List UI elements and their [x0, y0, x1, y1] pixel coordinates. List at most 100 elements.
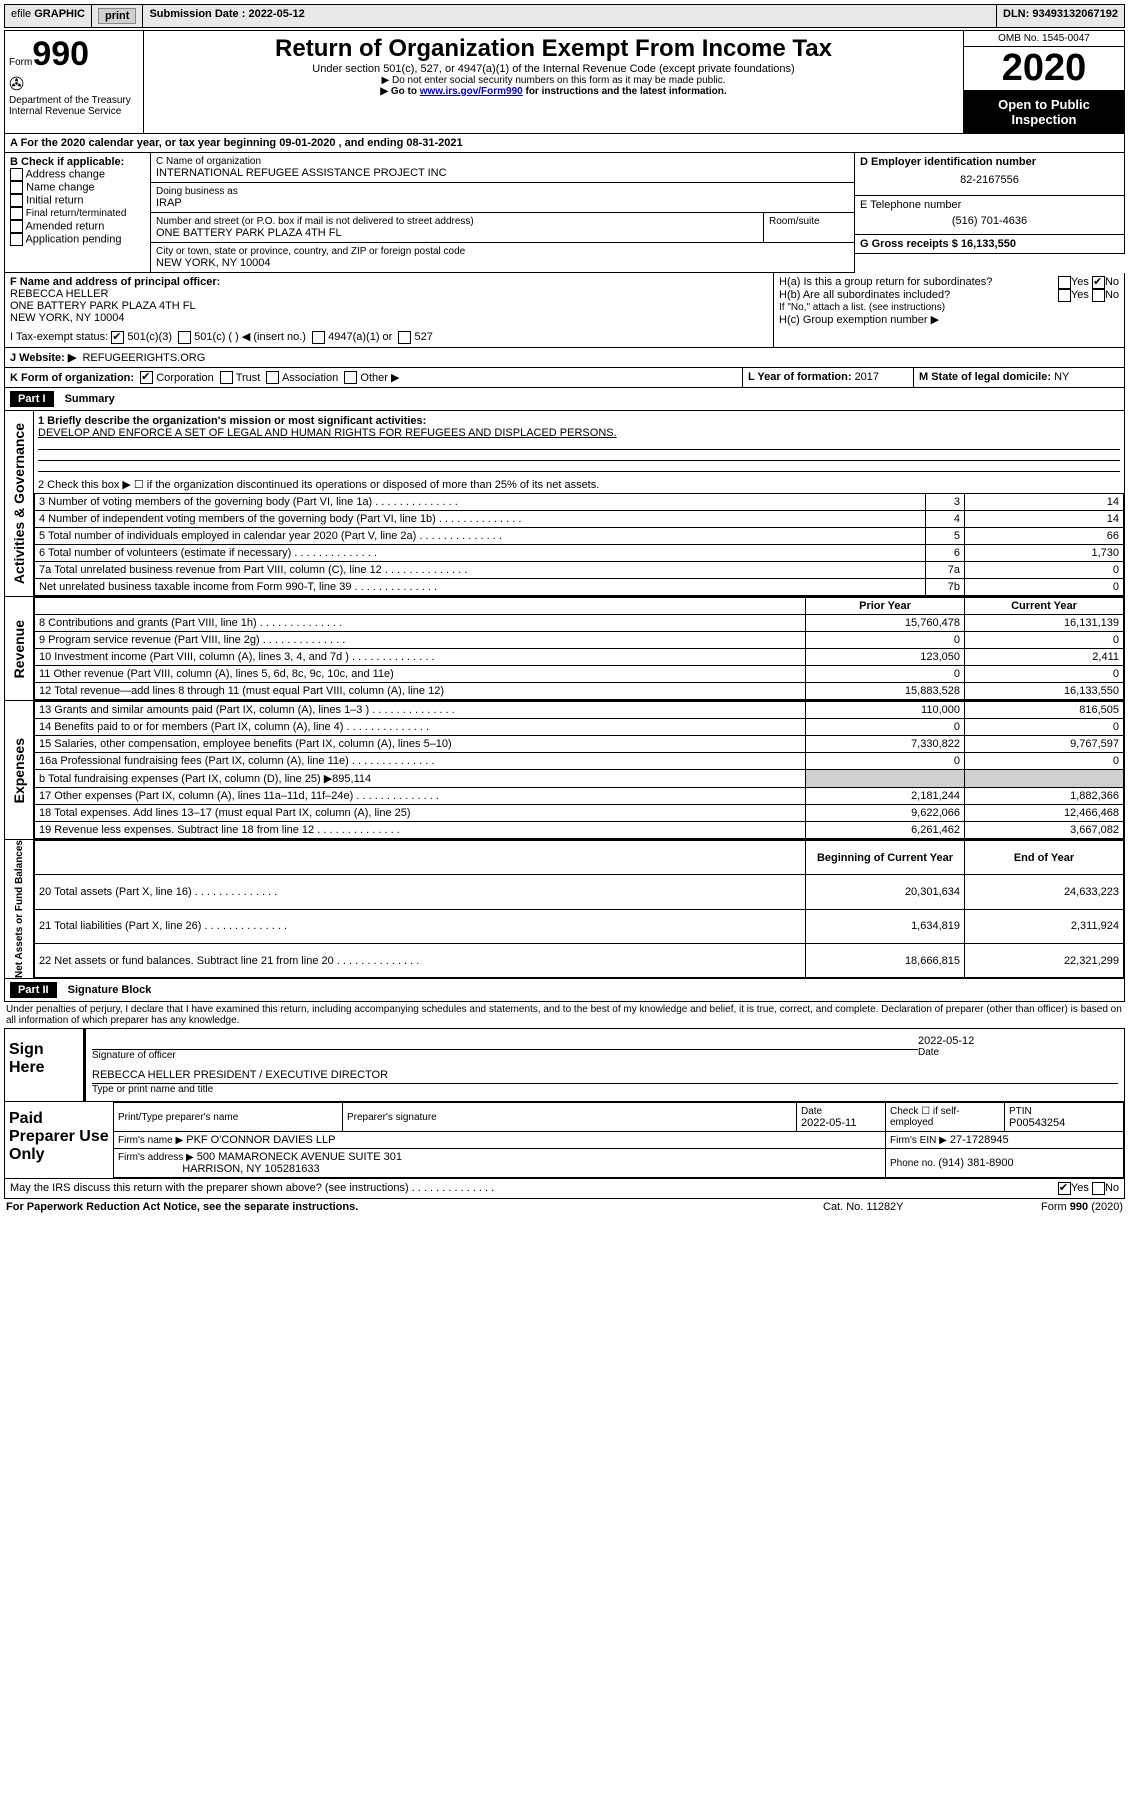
- table-row: 9 Program service revenue (Part VIII, li…: [35, 632, 1124, 649]
- header-mid: Return of Organization Exempt From Incom…: [144, 31, 964, 133]
- irs-eagle-icon: ✇: [9, 74, 139, 95]
- revenue-block: Revenue Prior YearCurrent Year 8 Contrib…: [4, 597, 1125, 701]
- table-row: 20 Total assets (Part X, line 16)20,301,…: [35, 875, 1124, 909]
- open-inspection: Open to Public Inspection: [964, 91, 1124, 133]
- table-row: 22 Net assets or fund balances. Subtract…: [35, 943, 1124, 977]
- cb-final-return[interactable]: [10, 207, 23, 220]
- discuss-row: May the IRS discuss this return with the…: [4, 1179, 1125, 1199]
- table-row: 21 Total liabilities (Part X, line 26)1,…: [35, 909, 1124, 943]
- cb-discuss-yes[interactable]: [1058, 1182, 1071, 1195]
- part1-header: Part I Summary: [4, 388, 1125, 411]
- city-label: City or town, state or province, country…: [156, 246, 849, 257]
- room-label: Room/suite: [769, 216, 849, 227]
- phone-label: E Telephone number: [860, 199, 1119, 211]
- sig-officer-label: Signature of officer: [92, 1050, 918, 1061]
- summary-block: Activities & Governance 1 Briefly descri…: [4, 411, 1125, 597]
- top-bar: efile GRAPHIC print Submission Date : 20…: [4, 4, 1125, 28]
- cb-initial-return[interactable]: [10, 194, 23, 207]
- netassets-block: Net Assets or Fund Balances Beginning of…: [4, 840, 1125, 979]
- form-note2: ▶ Go to www.irs.gov/Form990 for instruct…: [148, 86, 959, 97]
- form-note1: ▶ Do not enter social security numbers o…: [148, 75, 959, 86]
- cb-other[interactable]: [344, 371, 357, 384]
- table-row: 4 Number of independent voting members o…: [35, 511, 1124, 528]
- cb-corp[interactable]: [140, 371, 153, 384]
- form-header: Form990 ✇ Department of the Treasury Int…: [4, 30, 1125, 134]
- cb-app-pending[interactable]: [10, 233, 23, 246]
- cb-address-change[interactable]: [10, 168, 23, 181]
- irs-link[interactable]: www.irs.gov/Form990: [420, 86, 523, 97]
- table-row: b Total fundraising expenses (Part IX, c…: [35, 770, 1124, 788]
- phone-value: (516) 701-4636: [860, 211, 1119, 231]
- block-h: H(a) Is this a group return for subordin…: [774, 273, 1125, 348]
- dln: DLN: 93493132067192: [997, 5, 1124, 27]
- table-row: 5 Total number of individuals employed i…: [35, 528, 1124, 545]
- print-button[interactable]: print: [98, 8, 136, 24]
- form-number: 990: [32, 35, 89, 73]
- table-row: 10 Investment income (Part VIII, column …: [35, 649, 1124, 666]
- street-value: ONE BATTERY PARK PLAZA 4TH FL: [156, 227, 758, 239]
- cb-ha-no[interactable]: [1092, 276, 1105, 289]
- table-row: 19 Revenue less expenses. Subtract line …: [35, 822, 1124, 839]
- block-b-label: B Check if applicable:: [10, 156, 124, 168]
- table-row: 3 Number of voting members of the govern…: [35, 494, 1124, 511]
- officer-addr2: NEW YORK, NY 10004: [10, 312, 125, 324]
- form-prefix: Form: [9, 57, 32, 68]
- table-row: 13 Grants and similar amounts paid (Part…: [35, 702, 1124, 719]
- cb-amended[interactable]: [10, 220, 23, 233]
- cb-hb-no[interactable]: [1092, 289, 1105, 302]
- cb-discuss-no[interactable]: [1092, 1182, 1105, 1195]
- ha-label: H(a) Is this a group return for subordin…: [779, 276, 1058, 289]
- form-footer: Form 990 (2020): [983, 1201, 1123, 1213]
- cb-501c3[interactable]: [111, 331, 124, 344]
- ein-value: 82-2167556: [860, 168, 1119, 192]
- blank: [35, 598, 806, 615]
- block-l: L Year of formation: 2017: [743, 368, 914, 389]
- block-c: C Name of organization INTERNATIONAL REF…: [151, 153, 855, 273]
- officer-name-line: REBECCA HELLER PRESIDENT / EXECUTIVE DIR…: [92, 1069, 1118, 1084]
- type-name-label: Type or print name and title: [92, 1084, 1118, 1095]
- cb-assoc[interactable]: [266, 371, 279, 384]
- block-b: B Check if applicable: Address change Na…: [4, 153, 151, 273]
- city-value: NEW YORK, NY 10004: [156, 257, 849, 269]
- dept-treasury: Department of the Treasury: [9, 95, 139, 106]
- cb-hb-yes[interactable]: [1058, 289, 1071, 302]
- part2-title: Signature Block: [60, 982, 160, 998]
- dba-value: IRAP: [156, 197, 849, 209]
- rev-label: Revenue: [5, 597, 34, 700]
- org-name: INTERNATIONAL REFUGEE ASSISTANCE PROJECT…: [156, 167, 849, 179]
- net-table: Beginning of Current YearEnd of Year 20 …: [34, 840, 1124, 978]
- block-k: K Form of organization: Corporation Trus…: [4, 368, 743, 389]
- line1-label: 1 Briefly describe the organization's mi…: [38, 415, 426, 427]
- gross-value: 16,133,550: [961, 238, 1016, 250]
- cb-name-change[interactable]: [10, 181, 23, 194]
- tax-year: 2020: [964, 46, 1124, 91]
- sig-date: 2022-05-12: [918, 1035, 1118, 1047]
- expense-block: Expenses 13 Grants and similar amounts p…: [4, 701, 1125, 840]
- table-row: Firm's address ▶ 500 MAMARONECK AVENUE S…: [114, 1149, 1124, 1178]
- prep-table: Print/Type preparer's name Preparer's si…: [113, 1102, 1124, 1178]
- cb-4947[interactable]: [312, 331, 325, 344]
- cb-527[interactable]: [398, 331, 411, 344]
- self-emp: Check ☐ if self-employed: [886, 1103, 1005, 1132]
- cb-trust[interactable]: [220, 371, 233, 384]
- cb-ha-yes[interactable]: [1058, 276, 1071, 289]
- table-row: Prior YearCurrent Year: [35, 598, 1124, 615]
- exp-label: Expenses: [5, 701, 34, 839]
- officer-signature-line[interactable]: [92, 1035, 918, 1050]
- header-left: Form990 ✇ Department of the Treasury Int…: [5, 31, 144, 133]
- part2-label: Part II: [10, 982, 57, 998]
- cb-501c[interactable]: [178, 331, 191, 344]
- part2-header: Part II Signature Block: [4, 979, 1125, 1002]
- year-formation: 2017: [855, 371, 879, 383]
- officer-label: F Name and address of principal officer:: [10, 276, 220, 288]
- prep-sig-label: Preparer's signature: [347, 1112, 437, 1123]
- line2: 2 Check this box ▶ ☐ if the organization…: [34, 476, 1124, 493]
- prep-date: 2022-05-11: [801, 1117, 856, 1129]
- block-f: F Name and address of principal officer:…: [4, 273, 774, 348]
- efile-label: efile GRAPHIC: [5, 5, 92, 27]
- table-row: 6 Total number of volunteers (estimate i…: [35, 545, 1124, 562]
- firm-addr2: HARRISON, NY 105281633: [182, 1163, 319, 1175]
- sig-date-label: Date: [918, 1047, 1118, 1058]
- gov-label: Activities & Governance: [5, 411, 34, 596]
- form-subtitle: Under section 501(c), 527, or 4947(a)(1)…: [148, 63, 959, 75]
